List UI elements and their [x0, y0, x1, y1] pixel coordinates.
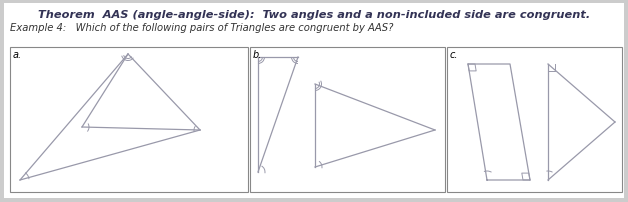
Text: Example 4:   Which of the following pairs of Triangles are congruent by AAS?: Example 4: Which of the following pairs …: [10, 23, 393, 33]
Bar: [10, 48, 248, 192]
Bar: [250, 48, 445, 192]
Text: a.: a.: [13, 50, 22, 60]
Text: c.: c.: [450, 50, 458, 60]
Text: b.: b.: [253, 50, 263, 60]
Text: Theorem  AAS (angle-angle-side):  Two angles and a non-included side are congrue: Theorem AAS (angle-angle-side): Two angl…: [38, 10, 590, 20]
Bar: [447, 48, 622, 192]
